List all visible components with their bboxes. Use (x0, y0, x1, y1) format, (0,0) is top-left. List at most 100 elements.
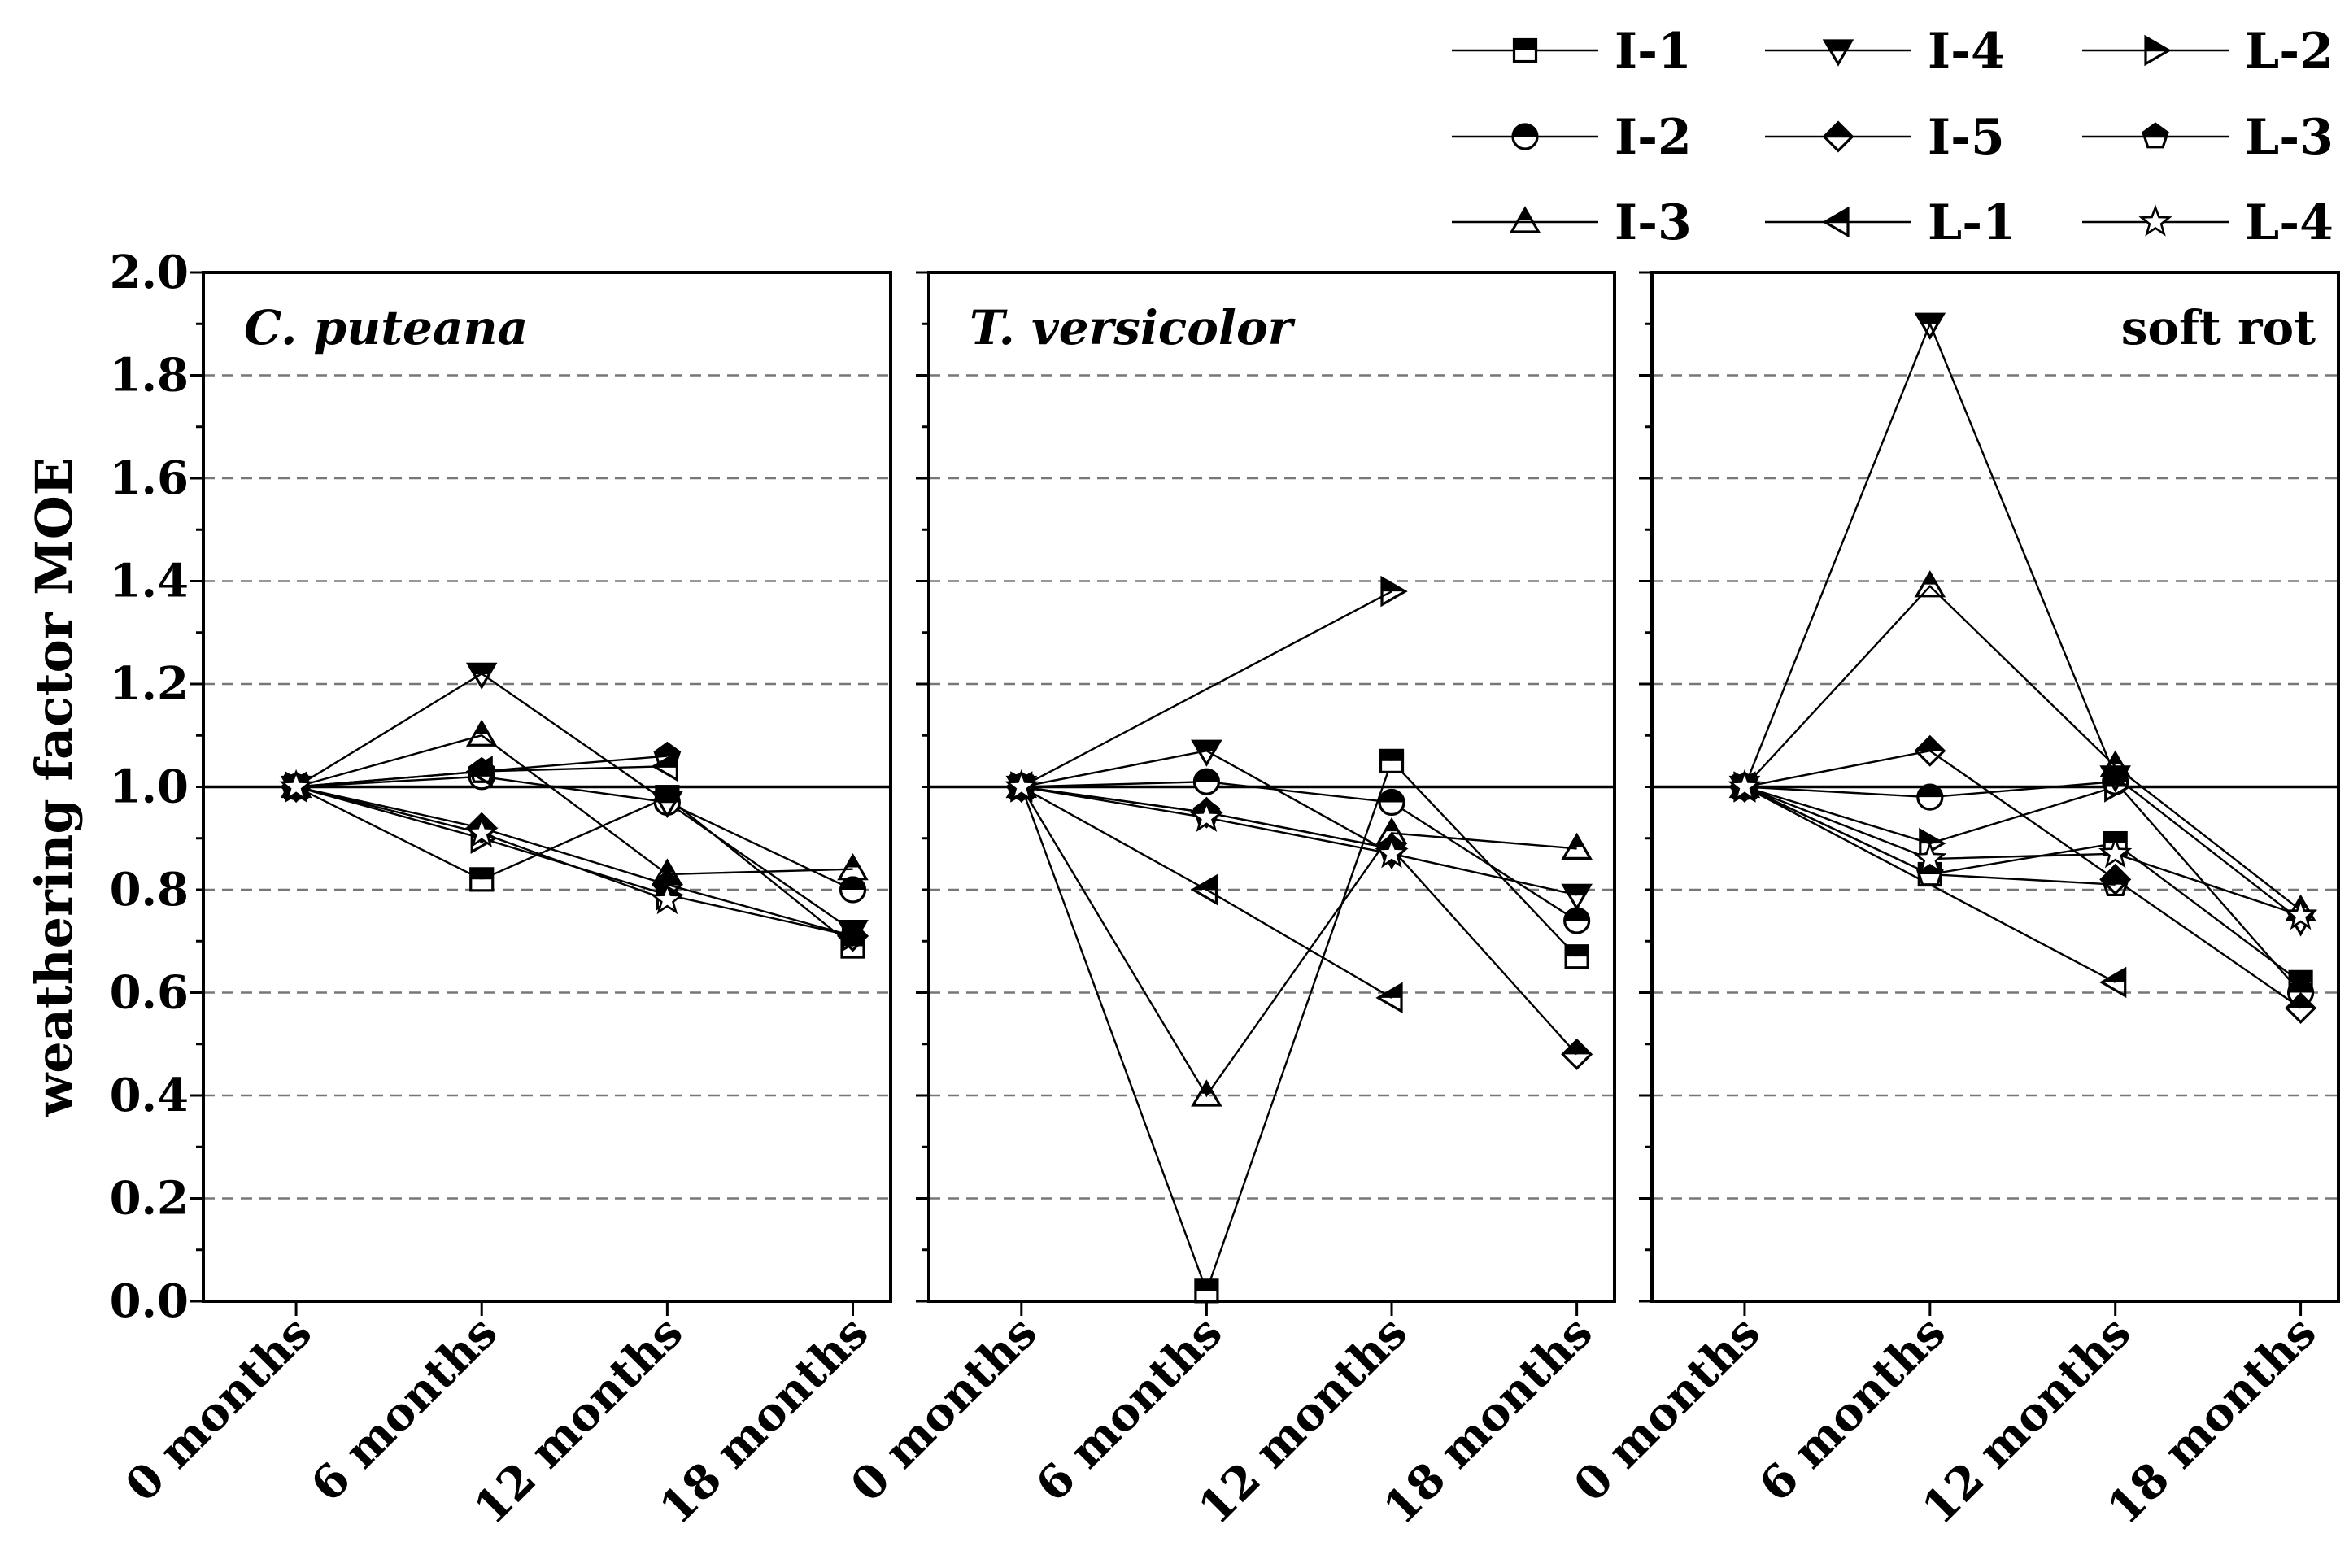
legend-marker-I-2 (1511, 123, 1539, 150)
point-I-4 (465, 662, 498, 690)
point-I-2 (1192, 768, 1221, 795)
legend-label: L-2 (2245, 23, 2334, 80)
legend-label: L-1 (1928, 194, 2016, 251)
legend-label: I-1 (1615, 23, 1692, 80)
y-tick-label: 0.6 (110, 966, 189, 1020)
legend-label: L-3 (2245, 109, 2334, 166)
legend-marker-L-1 (1822, 206, 1850, 238)
point-L-4 (1375, 835, 1409, 869)
panel-title: T. versicolor (970, 300, 1297, 355)
series-line-L-4 (1744, 786, 2301, 917)
series-line-I-1 (1020, 759, 1578, 1294)
legend-label: L-4 (2245, 194, 2334, 251)
point-L-2 (2104, 771, 2132, 803)
series-line-I-4 (1021, 749, 1577, 896)
x-tick-label: 6 months (1749, 1305, 1955, 1512)
legend-item-L-1: L-1 (1765, 194, 2016, 251)
legend-item-I-4: I-4 (1765, 23, 2005, 80)
series-lines (295, 672, 854, 947)
point-I-2 (1563, 907, 1591, 934)
y-tick-label: 1.0 (110, 760, 189, 814)
series-markers (1005, 575, 1593, 1304)
series-line-I-3 (1744, 585, 2302, 912)
legend-marker-L-4 (2138, 204, 2172, 237)
legend-label: I-4 (1928, 23, 2005, 80)
point-L-4 (279, 769, 313, 802)
point-I-5 (1914, 734, 1946, 767)
point-L-4 (650, 882, 685, 915)
panel-title: soft rot (2121, 300, 2316, 355)
y-tick-label: 0.0 (110, 1274, 189, 1328)
point-I-5 (2285, 991, 2317, 1024)
series-line-I-3 (1020, 786, 1577, 1098)
y-tick-label: 1.6 (110, 451, 189, 505)
y-tick-label: 0.4 (110, 1069, 189, 1122)
panel-frame (1650, 271, 2340, 1303)
point-I-4 (1914, 312, 1946, 340)
point-L-1 (2099, 966, 2127, 999)
panel-title: C. puteana (244, 300, 528, 355)
series-lines (1743, 321, 2302, 1009)
point-I-4 (1191, 739, 1222, 767)
legend-item-L-4: L-4 (2082, 194, 2334, 251)
y-tick-label: 1.2 (110, 657, 189, 711)
point-L-4 (1189, 799, 1224, 833)
point-I-1 (1564, 944, 1589, 969)
point-L-4 (2283, 897, 2318, 930)
legend-marker-I-3 (1509, 206, 1541, 233)
legend-marker-I-1 (1512, 37, 1538, 63)
point-L-3 (468, 756, 496, 783)
series-markers (279, 662, 869, 959)
point-L-1 (1190, 873, 1218, 906)
point-I-1 (1379, 748, 1405, 773)
legend-item-I-3: I-3 (1452, 194, 1692, 251)
point-I-3 (1561, 832, 1593, 860)
point-I-4 (652, 791, 683, 819)
legend-item-I-2: I-2 (1452, 109, 1692, 166)
series-line-I-2 (1021, 780, 1578, 921)
y-tick-label: 1.8 (110, 349, 189, 403)
point-L-2 (1380, 575, 1408, 608)
legend-item-L-3: L-3 (2082, 109, 2334, 166)
x-tick-label: 6 months (301, 1305, 508, 1512)
series-line-I-4 (1743, 321, 2302, 921)
point-L-4 (464, 815, 499, 848)
point-L-1 (1375, 982, 1403, 1014)
x-tick-label: 0 months (115, 1305, 321, 1512)
legend-label: I-2 (1615, 109, 1692, 166)
panel-frame (202, 271, 892, 1303)
point-L-4 (1913, 841, 1947, 873)
legend-item-I-5: I-5 (1765, 109, 2005, 166)
series-line-L-2 (1021, 590, 1392, 788)
point-L-2 (841, 920, 869, 952)
series-line-I-3 (295, 734, 853, 876)
point-I-2 (1916, 783, 1944, 811)
legend-marker-L-2 (2144, 34, 2172, 67)
series-lines (1020, 590, 1578, 1294)
x-tick-label: 6 months (1026, 1305, 1232, 1512)
point-I-4 (1561, 883, 1593, 912)
legend: I-1 I-4 L-2 I-2 I-5 L-3 I-3 L-1 L-4 (1452, 23, 2334, 251)
series-markers (1728, 312, 2318, 1024)
point-L-3 (2101, 869, 2129, 897)
point-L-3 (1915, 860, 1944, 886)
y-tick-label: 0.8 (110, 863, 189, 917)
y-axis-title: weathering factor MOE (24, 457, 84, 1117)
series-line-I-4 (295, 672, 854, 932)
y-tick-label: 0.2 (110, 1172, 189, 1226)
legend-marker-I-5 (1822, 120, 1854, 153)
y-tick-label: 1.4 (110, 555, 189, 608)
point-L-4 (1728, 769, 1762, 802)
y-tick-label: 2.0 (110, 246, 189, 299)
series-line-I-2 (296, 775, 854, 891)
panel-frame (927, 271, 1616, 1303)
point-I-3 (1191, 1079, 1222, 1107)
series-line-I-2 (1744, 780, 2302, 994)
point-L-4 (1005, 769, 1039, 802)
point-I-2 (1378, 788, 1405, 817)
